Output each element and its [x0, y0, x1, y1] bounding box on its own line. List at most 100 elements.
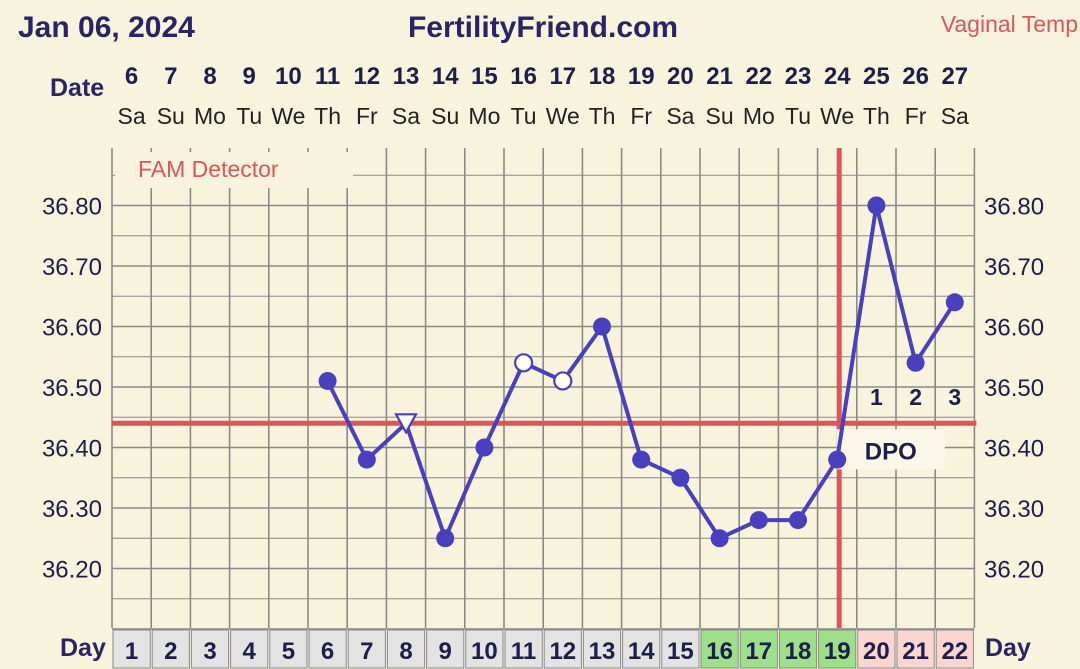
- date-weekday: Fr: [356, 103, 378, 129]
- date-number: 9: [243, 63, 256, 90]
- date-weekday: Th: [314, 103, 341, 129]
- cycle-day-number: 19: [824, 638, 851, 665]
- site-title: FertilityFriend.com: [408, 11, 678, 44]
- date-weekday: Su: [431, 103, 459, 129]
- date-number: 17: [549, 63, 576, 90]
- date-weekday: Th: [589, 103, 616, 129]
- date-number: 23: [785, 63, 812, 90]
- y-tick-label-right: 36.20: [984, 557, 1044, 584]
- cycle-day-cell: [739, 629, 778, 669]
- y-tick-label-right: 36.40: [984, 436, 1044, 463]
- date-weekday: Tu: [511, 103, 537, 129]
- temp-point: [632, 450, 651, 469]
- cycle-day-number: 22: [941, 638, 968, 665]
- y-tick-label-right: 36.60: [984, 315, 1044, 342]
- date-number: 18: [589, 63, 616, 90]
- cycle-day-cell: [230, 629, 269, 669]
- cycle-day-number: 7: [360, 638, 373, 665]
- cycle-day-number: 3: [203, 638, 216, 665]
- date-weekday: Mo: [468, 103, 500, 129]
- y-tick-label-left: 36.30: [42, 496, 102, 523]
- date-number: 7: [164, 63, 177, 90]
- temp-point-open: [553, 371, 573, 391]
- date-number: 13: [393, 63, 420, 90]
- cycle-day-number: 11: [511, 638, 536, 665]
- temp-point: [593, 317, 611, 336]
- date-weekday: Fr: [905, 103, 927, 129]
- y-tick-label-left: 36.40: [42, 436, 102, 463]
- date-number: 10: [275, 63, 302, 90]
- date-number: 14: [432, 63, 459, 90]
- date-weekday: Fr: [630, 103, 652, 129]
- cycle-day-number: 20: [863, 638, 890, 665]
- cycle-day-cell: [778, 629, 818, 669]
- temp-point: [749, 511, 768, 530]
- date-weekday: We: [546, 103, 580, 129]
- y-tick-label-left: 36.60: [42, 315, 102, 342]
- cycle-day-number: 12: [549, 638, 576, 665]
- cycle-day-cell: [661, 629, 700, 669]
- date-weekday: Sa: [118, 103, 146, 129]
- cycle-day-cell: [269, 629, 308, 669]
- date-number: 25: [863, 63, 890, 90]
- cycle-day-cell: [857, 629, 896, 669]
- cycle-day-cell: [426, 629, 465, 669]
- date-number: 8: [203, 63, 216, 90]
- dpo-label: DPO: [865, 438, 917, 465]
- temp-point: [867, 196, 886, 215]
- cycle-day-number: 6: [321, 638, 334, 665]
- date-weekday: Tu: [236, 103, 262, 129]
- day-row-label: Day: [60, 634, 106, 662]
- date-number: 27: [941, 63, 968, 90]
- date-number: 16: [510, 63, 537, 90]
- y-tick-label-right: 36.80: [984, 194, 1044, 221]
- cycle-day-number: 13: [589, 638, 616, 665]
- date-number: 20: [667, 63, 694, 90]
- temp-point: [671, 468, 690, 487]
- dpo-box: [836, 429, 945, 470]
- cycle-day-cell: [622, 629, 661, 669]
- temp-point: [906, 353, 925, 372]
- cycle-day-number: 9: [439, 638, 452, 665]
- date-weekday: Mo: [194, 103, 226, 129]
- date-number: 21: [706, 63, 733, 90]
- temp-point: [789, 511, 807, 530]
- y-tick-label-left: 36.70: [42, 254, 102, 281]
- date-weekday: Tu: [785, 103, 811, 129]
- dpo-number: 2: [909, 384, 922, 410]
- temp-type-label: Vaginal Temp: [941, 11, 1078, 37]
- cycle-day-number: 10: [471, 638, 498, 665]
- date-weekday: We: [820, 103, 854, 129]
- date-number: 22: [745, 63, 772, 90]
- day-row-label-right: Day: [985, 634, 1031, 662]
- y-tick-label-right: 36.70: [984, 254, 1044, 281]
- cycle-day-cell: [347, 629, 386, 669]
- fam-detector-label: FAM Detector: [138, 156, 279, 182]
- date-weekday: Sa: [941, 103, 969, 129]
- cycle-day-cell: [112, 629, 151, 669]
- y-tick-label-right: 36.50: [984, 375, 1044, 402]
- cycle-day-cell: [504, 629, 543, 669]
- date-weekday: Th: [863, 103, 890, 129]
- cycle-day-cell: [151, 629, 190, 669]
- cycle-day-number: 16: [706, 638, 733, 665]
- temp-point: [436, 529, 455, 548]
- date-weekday: Sa: [392, 103, 420, 129]
- cycle-day-number: 1: [125, 638, 138, 665]
- date-weekday: Su: [157, 103, 185, 129]
- date-number: 26: [902, 63, 929, 90]
- temp-point-open: [513, 353, 534, 373]
- cycle-day-cell: [308, 629, 347, 669]
- cycle-day-cell: [935, 629, 974, 669]
- cycle-day-number: 18: [785, 638, 812, 665]
- cycle-day-cell: [582, 629, 622, 669]
- cycle-day-cell: [818, 629, 857, 669]
- date-row-label: Date: [50, 74, 104, 102]
- date-number: 12: [353, 63, 380, 90]
- cycle-day-cell: [896, 629, 935, 669]
- temp-point: [357, 450, 376, 469]
- date-weekday: Mo: [743, 103, 775, 129]
- y-tick-label-right: 36.30: [984, 496, 1044, 523]
- cycle-day-number: 4: [243, 638, 257, 665]
